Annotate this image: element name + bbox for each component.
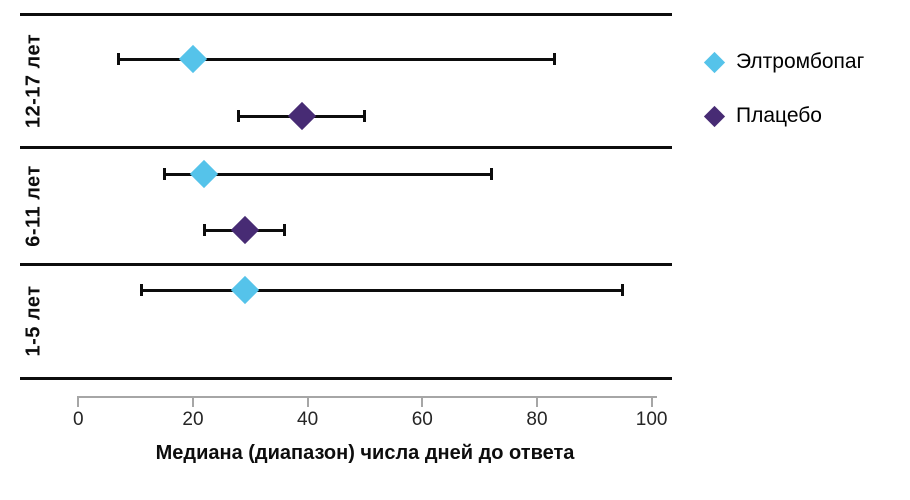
errorbar-line-eltrombopag-12-17 — [118, 57, 555, 61]
x-axis-tick-label-80: 80 — [526, 409, 548, 430]
x-axis-tick-label-100: 100 — [635, 409, 668, 430]
errorbar-cap-max-eltrombopag-6-11 — [489, 168, 493, 180]
y-axis-group-label-1-5: 1-5 лет — [22, 285, 45, 357]
x-axis-tick-100 — [650, 396, 653, 407]
errorbar-line-eltrombopag-1-5 — [141, 288, 623, 292]
y-axis-group-label-12-17: 12-17 лет — [22, 33, 45, 129]
x-axis-tick-20 — [191, 396, 194, 407]
median-diamond-marker-eltrombopag-1-5 — [230, 275, 259, 305]
x-axis-tick-80 — [535, 396, 538, 407]
x-axis-tick-label-20: 20 — [182, 409, 204, 430]
panel-divider-bottom — [20, 377, 672, 380]
x-axis-tick-0 — [77, 396, 80, 407]
legend-label-eltrombopag: Элтромбопаг — [736, 50, 865, 73]
x-axis-tick-label-60: 60 — [411, 409, 433, 430]
errorbar-cap-min-placebo-12-17 — [237, 110, 241, 122]
x-axis-tick-label-0: 0 — [73, 409, 84, 430]
eltrombopag-diamond-marker-icon — [703, 51, 726, 73]
errorbar-cap-min-placebo-6-11 — [202, 224, 206, 236]
x-axis-tick-60 — [421, 396, 424, 407]
errorbar-cap-min-eltrombopag-12-17 — [116, 53, 120, 65]
x-axis-tick-label-40: 40 — [297, 409, 319, 430]
x-axis-title: Медиана (диапазон) числа дней до ответа — [155, 442, 575, 464]
x-axis-tick-40 — [306, 396, 309, 407]
median-diamond-marker-placebo-12-17 — [287, 101, 317, 131]
errorbar-cap-max-placebo-6-11 — [283, 224, 287, 236]
x-axis-line — [78, 396, 657, 398]
errorbar-line-eltrombopag-6-11 — [164, 172, 492, 176]
errorbar-cap-max-placebo-12-17 — [363, 110, 367, 122]
legend-label-placebo: Плацебо — [736, 104, 822, 127]
legend-item-placebo: Плацебо — [700, 103, 822, 129]
legend-item-eltrombopag: Элтромбопаг — [700, 49, 864, 75]
median-diamond-marker-eltrombopag-6-11 — [190, 159, 219, 189]
panel-divider-mid-2 — [20, 263, 672, 266]
y-axis-group-label-6-11: 6-11 лет — [22, 165, 45, 247]
median-diamond-marker-eltrombopag-12-17 — [178, 44, 208, 74]
placebo-diamond-marker-icon — [703, 105, 726, 127]
errorbar-cap-max-eltrombopag-12-17 — [552, 53, 556, 65]
errorbar-cap-min-eltrombopag-6-11 — [162, 168, 166, 180]
median-diamond-marker-placebo-6-11 — [230, 215, 259, 245]
panel-divider-mid-1 — [20, 146, 672, 149]
panel-divider-top — [20, 13, 672, 16]
errorbar-cap-min-eltrombopag-1-5 — [139, 284, 143, 296]
errorbar-cap-max-eltrombopag-1-5 — [621, 284, 625, 296]
